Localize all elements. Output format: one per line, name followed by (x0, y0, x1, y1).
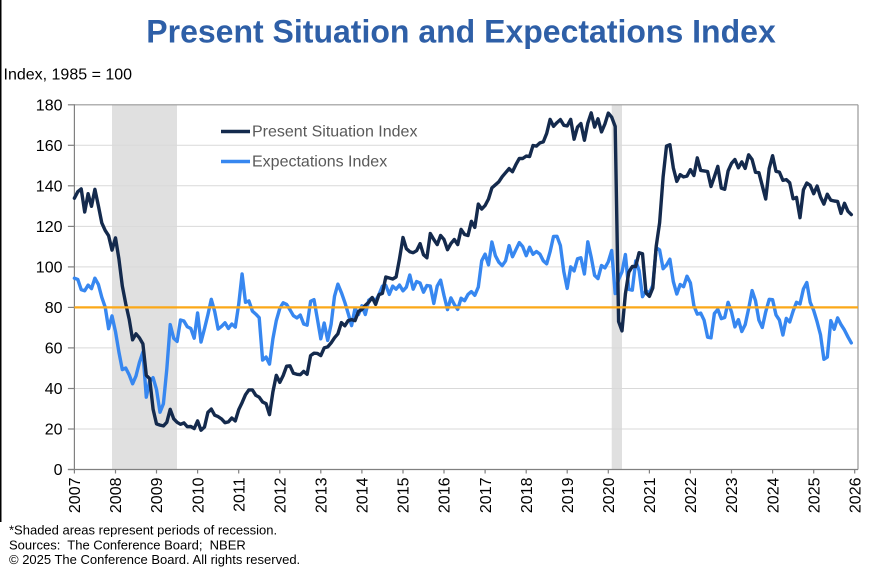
svg-text:2010: 2010 (190, 477, 207, 513)
svg-text:2014: 2014 (355, 477, 372, 513)
svg-text:2024: 2024 (765, 477, 782, 513)
svg-text:60: 60 (45, 341, 63, 358)
svg-text:2020: 2020 (601, 477, 618, 513)
svg-text:160: 160 (36, 138, 63, 155)
svg-text:Sources: The Conference Board: Sources: The Conference Board; NBER (9, 537, 246, 552)
svg-text:2025: 2025 (806, 477, 823, 513)
svg-text:2013: 2013 (314, 477, 331, 513)
svg-text:2022: 2022 (683, 477, 700, 513)
svg-text:140: 140 (36, 179, 63, 196)
svg-text:2007: 2007 (67, 477, 84, 513)
svg-text:2026: 2026 (847, 477, 864, 513)
svg-text:© 2025 The Conference Board. A: © 2025 The Conference Board. All rights … (9, 552, 300, 567)
svg-text:2012: 2012 (272, 477, 289, 513)
svg-text:100: 100 (36, 260, 63, 277)
svg-text:2017: 2017 (478, 477, 495, 513)
svg-text:2008: 2008 (108, 477, 125, 513)
svg-text:2021: 2021 (642, 477, 659, 513)
svg-text:80: 80 (45, 300, 63, 317)
svg-text:40: 40 (45, 381, 63, 398)
svg-text:2019: 2019 (560, 477, 577, 513)
svg-text:Present Situation Index: Present Situation Index (252, 124, 417, 141)
svg-text:0: 0 (54, 462, 63, 479)
svg-text:*Shaded areas represent period: *Shaded areas represent periods of reces… (9, 523, 277, 538)
svg-text:Present Situation and Expectat: Present Situation and Expectations Index (146, 14, 776, 50)
svg-text:2023: 2023 (724, 477, 741, 513)
svg-text:20: 20 (45, 422, 63, 439)
svg-text:2016: 2016 (437, 477, 454, 513)
svg-text:2011: 2011 (231, 477, 248, 512)
svg-text:180: 180 (36, 98, 63, 115)
svg-text:2009: 2009 (149, 477, 166, 513)
svg-text:2018: 2018 (519, 477, 536, 513)
svg-text:Expectations Index: Expectations Index (252, 154, 387, 171)
svg-text:2015: 2015 (396, 477, 413, 513)
svg-text:Index, 1985 = 100: Index, 1985 = 100 (4, 66, 133, 83)
svg-text:120: 120 (36, 219, 63, 236)
